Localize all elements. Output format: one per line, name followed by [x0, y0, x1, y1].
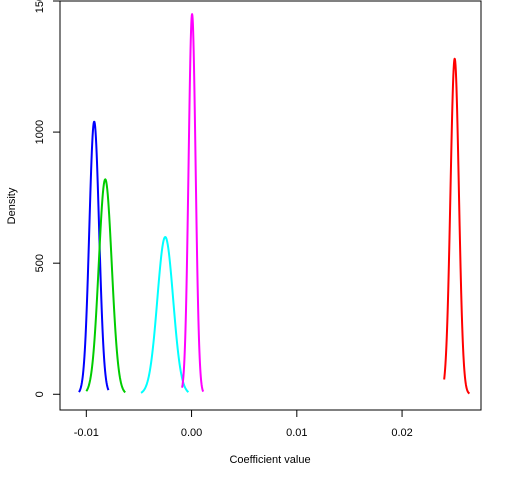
- density-curve-2: [85, 178, 126, 394]
- x-tick-label: 0.01: [286, 427, 307, 439]
- y-tick-label: 500: [34, 254, 46, 272]
- y-tick-label: 0: [34, 391, 46, 397]
- x-tick-label: -0.01: [74, 427, 99, 439]
- density-curve-1: [78, 120, 110, 393]
- y-axis: 0 500 1000 1500: [34, 0, 61, 397]
- series-layer: [78, 13, 471, 395]
- x-tick-label: 0.02: [391, 427, 412, 439]
- x-axis-label: Coefficient value: [229, 454, 310, 466]
- plot-frame: [59, 0, 482, 411]
- density-curve-5: [443, 57, 471, 395]
- density-curve-4: [181, 13, 205, 392]
- x-axis: -0.01 0.00 0.01 0.02: [74, 409, 413, 439]
- y-tick-label: 1000: [34, 120, 46, 144]
- y-axis-label: Density: [6, 187, 18, 224]
- y-tick-label: 1500: [34, 0, 46, 13]
- x-tick-label: 0.00: [181, 427, 202, 439]
- density-curve-3: [140, 235, 190, 394]
